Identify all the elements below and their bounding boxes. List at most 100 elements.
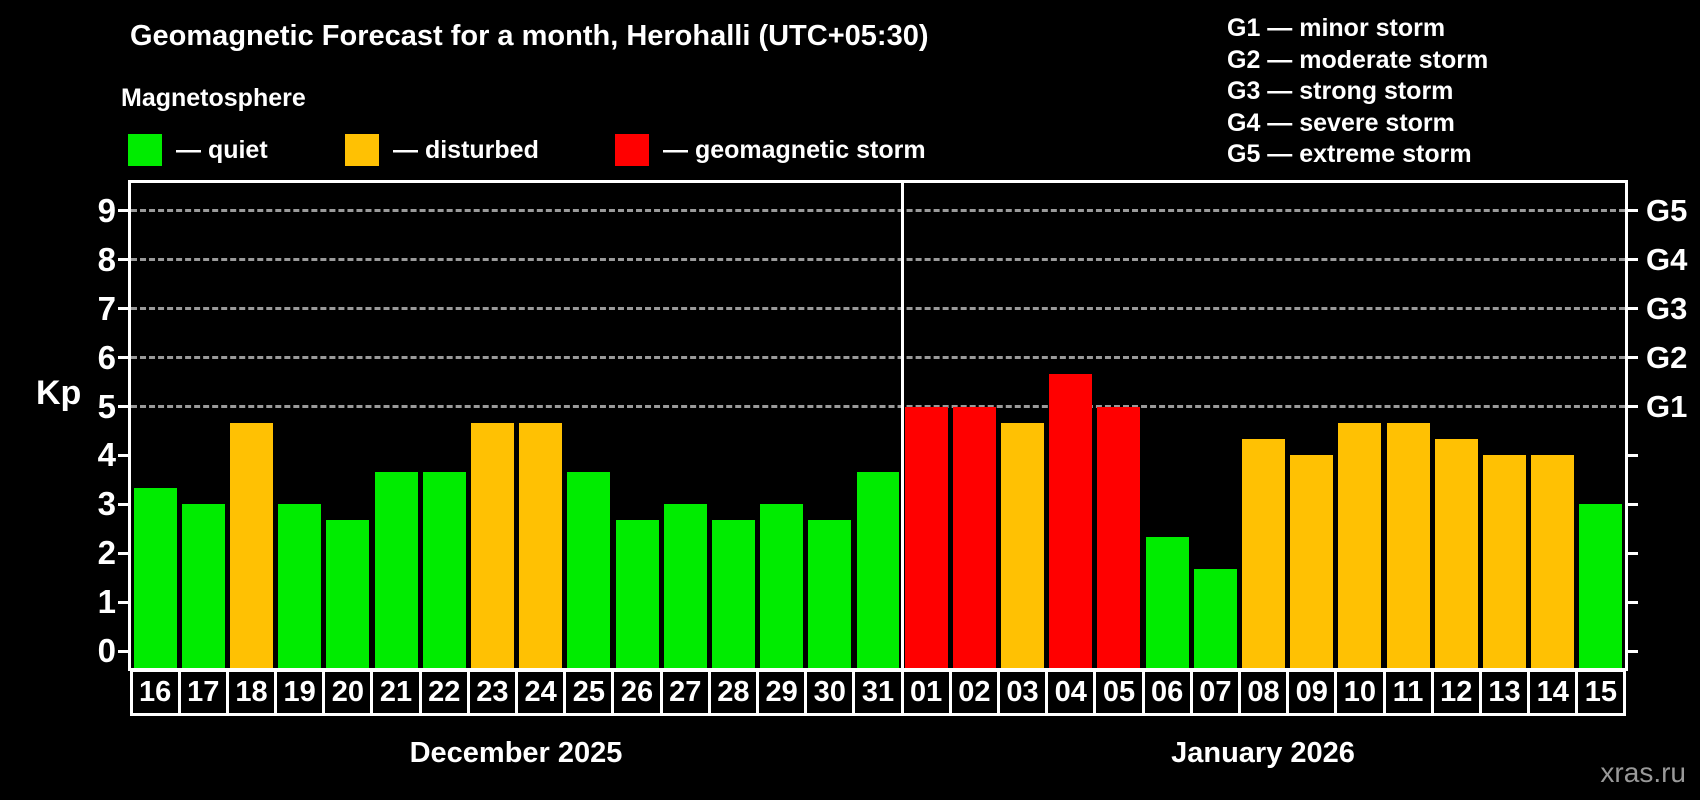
left-tick-kp1 [118,600,128,604]
legend-label-storm: — geomagnetic storm [663,135,926,164]
day-cell-09: 09 [1286,669,1338,716]
ytick-label-7: 7 [97,289,116,327]
left-tick-kp2 [118,551,128,555]
day-cell-26: 26 [611,669,663,716]
ytick-label-0: 0 [97,632,116,669]
day-cell-14: 14 [1527,669,1579,716]
g-legend-line-g4: G4 — severe storm [1227,108,1455,137]
kp-bar-day-12 [1434,439,1478,668]
day-cell-16: 16 [129,669,181,716]
kp-bar-day-29 [760,504,804,668]
left-tick-kp5 [118,405,128,408]
kp-bar-day-11 [1386,422,1430,668]
g-label-g1: G1 [1646,388,1688,424]
legend-label-quiet: — quiet [176,135,268,164]
kp-bar-day-25 [567,471,611,668]
page-title: Geomagnetic Forecast for a month, Heroha… [130,20,929,52]
legend-label-disturbed: — disturbed [393,135,539,164]
day-cell-13: 13 [1478,669,1531,716]
day-cell-07: 07 [1189,669,1241,716]
month-separator-line [900,183,904,668]
right-tick-kp6 [1628,356,1638,360]
kp-bar-day-24 [519,422,563,668]
ytick-label-5: 5 [97,387,116,425]
left-tick-kp7 [118,307,128,311]
kp-bar-day-18 [229,422,273,668]
right-tick-kp4 [1628,453,1638,457]
kp-bar-day-14 [1531,455,1575,668]
right-tick-kp7 [1628,307,1638,311]
kp-bar-day-08 [1242,439,1286,668]
ytick-label-4: 4 [97,436,116,474]
magnetosphere-label: Magnetosphere [121,84,306,112]
day-cell-24: 24 [515,669,567,716]
disturbed-color-swatch [345,134,379,166]
ytick-label-1: 1 [97,583,116,621]
left-tick-kp0 [118,649,128,653]
ytick-label-8: 8 [97,240,116,278]
day-cell-18: 18 [225,669,278,716]
day-cell-03: 03 [996,669,1049,716]
g-label-g5: G5 [1646,192,1688,228]
ytick-label-9: 9 [97,191,116,229]
g-scale-legend: G1 — minor storm G2 — moderate storm G3 … [1227,13,1488,171]
day-cell-12: 12 [1430,669,1482,716]
day-cell-17: 17 [177,669,229,716]
month-label-january: January 2026 [1171,737,1355,769]
day-cell-21: 21 [370,669,422,716]
kp-bar-day-09 [1290,455,1334,668]
gridline-kp7 [131,307,1625,311]
kp-bar-day-03 [1001,422,1045,668]
day-cell-08: 08 [1237,669,1290,716]
day-cell-31: 31 [852,669,904,716]
kp-bar-day-20 [326,520,370,668]
storm-color-swatch [615,134,649,166]
kp-bar-day-06 [1145,537,1189,668]
gridline-kp5 [131,405,1625,408]
plot-area [128,180,1628,671]
legend-item-storm: — geomagnetic storm [615,133,926,167]
kp-bar-day-13 [1483,455,1526,668]
day-cell-20: 20 [322,669,374,716]
left-tick-kp6 [118,356,128,360]
day-cell-19: 19 [274,669,326,716]
day-cell-29: 29 [756,669,808,716]
kp-bar-day-28 [711,520,755,668]
y-axis-label: Kp [36,374,82,412]
kp-bar-day-26 [615,520,659,668]
kp-bar-day-10 [1338,422,1382,668]
quiet-color-swatch [128,134,162,166]
day-cell-06: 06 [1141,669,1193,716]
right-tick-kp8 [1628,258,1638,262]
watermark: xras.ru [1600,757,1686,788]
right-tick-kp3 [1628,502,1638,506]
kp-bar-day-01 [904,406,948,668]
kp-bar-day-23 [470,422,514,668]
gridline-kp9 [131,209,1625,213]
kp-bar-day-27 [663,504,707,668]
right-tick-kp9 [1628,209,1638,213]
g-legend-line-g2: G2 — moderate storm [1227,45,1489,74]
kp-bar-day-04 [1049,373,1093,668]
g-legend-line-g3: G3 — strong storm [1227,77,1454,105]
day-cell-10: 10 [1334,669,1386,716]
day-cell-11: 11 [1382,669,1434,716]
ytick-label-2: 2 [97,534,116,572]
day-cell-04: 04 [1045,669,1097,716]
day-cell-01: 01 [900,669,952,716]
ytick-label-3: 3 [97,485,116,523]
left-tick-kp4 [118,453,128,457]
kp-bar-day-17 [181,504,225,668]
kp-bar-day-07 [1193,569,1237,668]
left-tick-kp3 [118,502,128,506]
kp-bar-day-05 [1097,406,1141,668]
kp-bar-day-22 [422,471,466,668]
g-legend-line-g5: G5 — extreme storm [1227,140,1472,168]
left-tick-kp8 [118,258,128,262]
gridline-kp6 [131,356,1625,360]
ytick-label-6: 6 [97,338,116,376]
kp-bar-day-02 [952,406,996,668]
right-tick-kp0 [1628,649,1638,653]
day-cell-05: 05 [1093,669,1145,716]
